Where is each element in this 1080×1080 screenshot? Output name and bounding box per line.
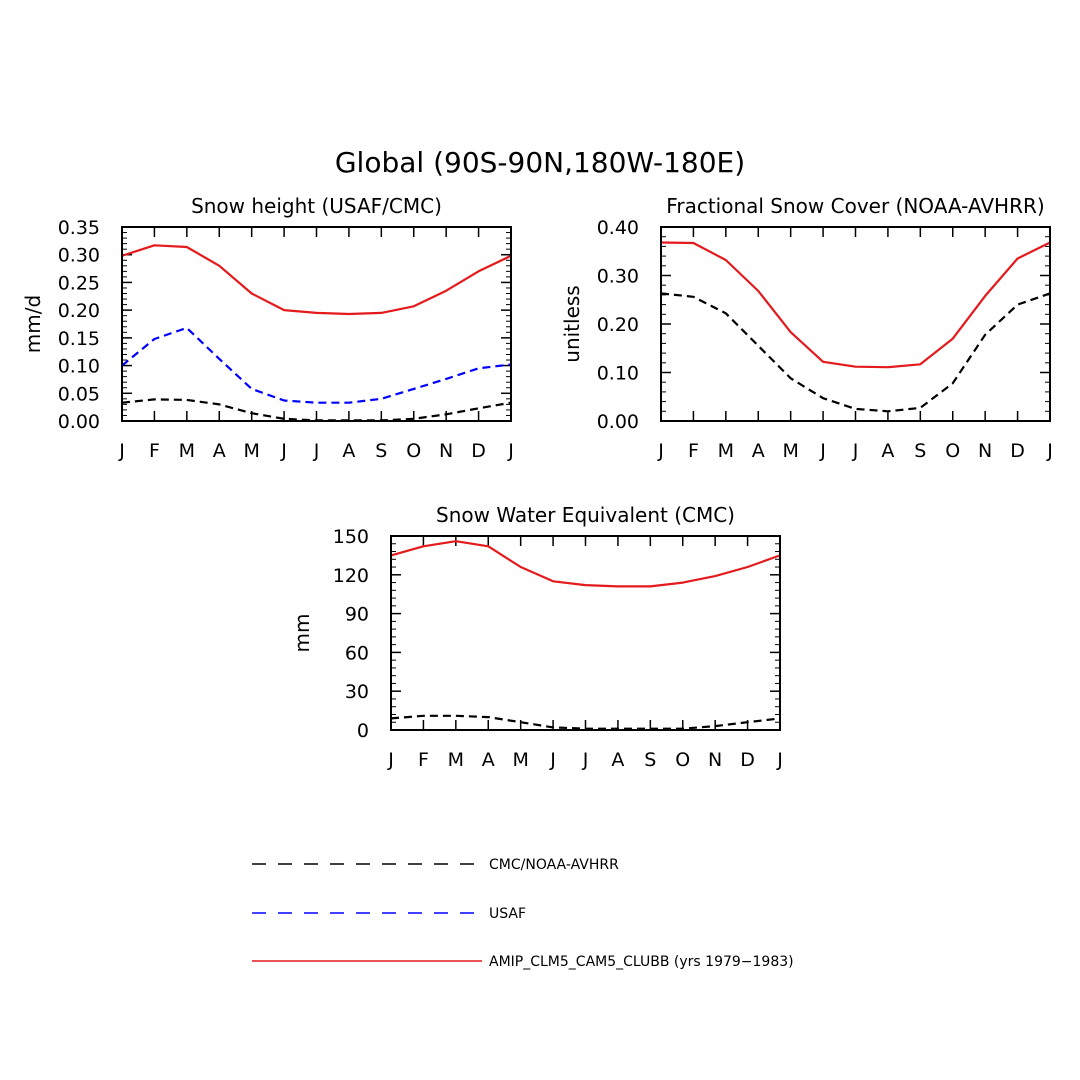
y-tick-label: 30 (345, 681, 369, 703)
y-tick-label: 0.20 (58, 300, 100, 322)
x-tick-label: J (549, 749, 556, 771)
y-tick-label: 0.10 (58, 356, 100, 378)
legend-label: AMIP_CLM5_CAM5_CLUBB (yrs 1979−1983) (489, 954, 794, 970)
x-tick-label: J (280, 440, 287, 462)
x-tick-label: A (752, 440, 765, 462)
x-tick-label: D (740, 749, 755, 771)
x-tick-label: M (243, 440, 259, 462)
x-tick-label: J (582, 749, 589, 771)
x-tick-label: J (657, 440, 664, 462)
figure-title: Global (90S-90N,180W-180E) (335, 146, 745, 179)
x-tick-label: S (644, 749, 656, 771)
series-line-amip-clm5-cam5-clubb-yrs-1979-1983- (390, 540, 781, 588)
x-tick-label: M (718, 440, 734, 462)
y-tick-label: 0.00 (597, 411, 639, 433)
legend-item: CMC/NOAA-AVHRR (252, 857, 619, 873)
x-tick-label: N (439, 440, 453, 462)
y-tick-label: 60 (345, 642, 369, 664)
y-tick-label: 0.40 (597, 217, 639, 239)
x-tick-label: J (852, 440, 859, 462)
series-line-cmc-noaa-avhrr (660, 292, 1051, 413)
plot-frame (660, 226, 1051, 422)
y-tick-label: 0.30 (58, 245, 100, 267)
y-tick-label: 0.00 (58, 411, 100, 433)
x-tick-label: F (418, 749, 429, 771)
y-tick-label: 0.35 (58, 217, 100, 239)
x-tick-label: N (708, 749, 722, 771)
x-tick-label: J (819, 440, 826, 462)
legend-label: USAF (489, 906, 526, 922)
x-tick-label: J (118, 440, 125, 462)
y-tick-label: 90 (345, 604, 369, 626)
chart-title: Fractional Snow Cover (NOAA-AVHRR) (666, 194, 1044, 218)
x-tick-label: A (611, 749, 624, 771)
x-tick-label: S (375, 440, 387, 462)
x-tick-label: J (1046, 440, 1053, 462)
x-tick-label: S (914, 440, 926, 462)
x-tick-label: F (149, 440, 160, 462)
legend-item: AMIP_CLM5_CAM5_CLUBB (yrs 1979−1983) (252, 954, 794, 970)
plot-frame (390, 535, 781, 731)
y-tick-label: 120 (333, 565, 369, 587)
chart-title: Snow height (USAF/CMC) (191, 194, 442, 218)
chart-panel-2: Fractional Snow Cover (NOAA-AVHRR) unitle… (560, 194, 1053, 462)
y-tick-label: 0.20 (597, 314, 639, 336)
x-tick-label: A (482, 749, 495, 771)
x-tick-label: O (406, 440, 421, 462)
x-tick-label: D (1010, 440, 1025, 462)
x-tick-label: J (313, 440, 320, 462)
x-tick-label: M (448, 749, 464, 771)
y-tick-label: 0 (357, 720, 369, 742)
x-tick-label: A (881, 440, 894, 462)
x-tick-label: N (978, 440, 992, 462)
x-tick-label: M (179, 440, 195, 462)
x-tick-label: J (387, 749, 394, 771)
y-axis-label: mm/d (21, 295, 45, 353)
series-line-cmc-noaa-avhrr (390, 714, 781, 730)
x-tick-label: O (945, 440, 960, 462)
legend-item: USAF (252, 906, 526, 922)
y-tick-label: 0.25 (58, 272, 100, 294)
y-tick-label: 150 (333, 526, 369, 548)
y-tick-label: 0.05 (58, 383, 100, 405)
x-tick-label: O (675, 749, 690, 771)
chart-panel-3: Snow Water Equivalent (CMC) mm 0 30 60 90 120 1… (290, 503, 783, 771)
plot-frame (121, 226, 512, 422)
x-tick-label: A (342, 440, 355, 462)
chart-panel-1: Snow height (USAF/CMC) mm/d 0.00 0.05 0.10 0.… (21, 194, 514, 462)
y-tick-label: 0.15 (58, 328, 100, 350)
legend-label: CMC/NOAA-AVHRR (489, 857, 619, 873)
x-tick-label: J (776, 749, 783, 771)
y-tick-label: 0.10 (597, 363, 639, 385)
chart-title: Snow Water Equivalent (CMC) (436, 503, 735, 527)
y-axis-label: unitless (560, 285, 584, 362)
figure-legend: CMC/NOAA-AVHRR USAF AMIP_CLM5_CAM5_CLUBB (… (252, 857, 794, 970)
x-tick-label: A (213, 440, 226, 462)
y-axis-label: mm (290, 614, 314, 653)
x-tick-label: M (782, 440, 798, 462)
series-line-usaf (121, 326, 512, 404)
x-tick-label: D (471, 440, 486, 462)
series-line-amip-clm5-cam5-clubb-yrs-1979-1983- (660, 241, 1051, 369)
x-tick-label: M (512, 749, 528, 771)
x-tick-label: J (507, 440, 514, 462)
y-tick-label: 0.30 (597, 266, 639, 288)
x-tick-label: F (688, 440, 699, 462)
series-line-amip-clm5-cam5-clubb-yrs-1979-1983- (121, 244, 512, 316)
chart-panels: Snow height (USAF/CMC) mm/d 0.00 0.05 0.10 0.… (21, 194, 1053, 771)
